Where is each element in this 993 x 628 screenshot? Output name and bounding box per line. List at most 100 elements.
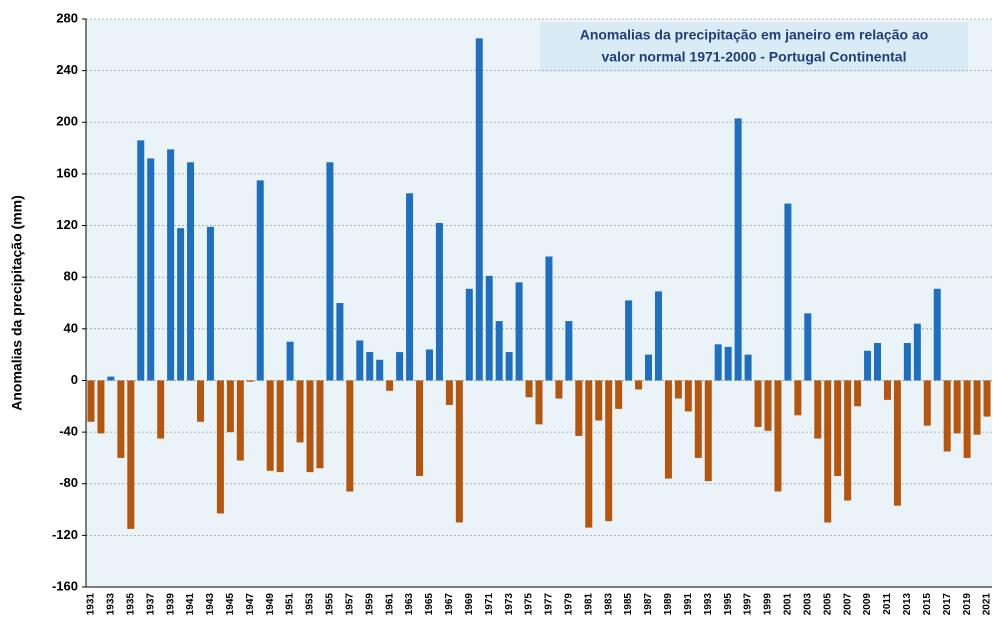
x-tick-label: 1987 (643, 593, 654, 616)
x-tick-label: 1933 (106, 593, 117, 616)
bar (117, 380, 125, 458)
bar (724, 346, 732, 381)
x-tick-label: 1943 (205, 593, 216, 616)
y-tick-label: 200 (56, 114, 78, 129)
bar (286, 341, 294, 381)
bar (366, 352, 374, 381)
x-tick-label: 1957 (344, 593, 355, 616)
bar (177, 228, 185, 381)
x-tick-label: 2009 (862, 593, 873, 616)
x-tick-label: 2007 (842, 593, 853, 616)
x-tick-label: 1953 (305, 593, 316, 616)
bar (824, 380, 832, 523)
bar (157, 380, 165, 439)
bar (864, 350, 872, 381)
bar (684, 380, 692, 412)
bar (266, 380, 274, 471)
bar (704, 380, 712, 482)
bar (406, 193, 414, 381)
bar (575, 380, 583, 436)
y-tick-label: 80 (64, 269, 78, 284)
bar (595, 380, 603, 421)
x-tick-label: 1963 (404, 593, 415, 616)
x-tick-label: 1979 (564, 593, 575, 616)
y-tick-label: -80 (59, 475, 78, 490)
bar (654, 291, 662, 381)
x-tick-label: 1973 (504, 593, 515, 616)
x-tick-label: 1997 (743, 593, 754, 616)
bar (276, 380, 284, 473)
bar (326, 162, 334, 381)
bar (933, 288, 941, 381)
x-tick-label: 1941 (185, 593, 196, 616)
bar (495, 321, 503, 381)
bar (336, 303, 344, 381)
bar (664, 380, 672, 479)
bar (127, 380, 135, 529)
x-tick-label: 1993 (703, 593, 714, 616)
bar (903, 343, 911, 381)
bar (206, 226, 214, 381)
bar (913, 323, 921, 381)
x-tick-label: 1931 (86, 593, 97, 616)
bar (645, 354, 653, 381)
bar (246, 380, 254, 382)
bar (396, 352, 404, 381)
y-tick-label: 280 (56, 10, 78, 25)
y-tick-label: -40 (59, 424, 78, 439)
x-tick-label: 2003 (802, 593, 813, 616)
bar (435, 222, 443, 381)
bar (505, 352, 513, 381)
bar (874, 343, 882, 381)
bar (565, 321, 573, 381)
bar (754, 380, 762, 427)
bar (187, 162, 195, 381)
bar (555, 380, 563, 399)
x-tick-label: 1949 (265, 593, 276, 616)
x-tick-label: 2005 (822, 593, 833, 616)
x-tick-label: 2013 (902, 593, 913, 616)
bar (545, 256, 553, 381)
bar (416, 380, 424, 476)
bar (97, 380, 105, 434)
x-tick-label: 2015 (922, 593, 933, 616)
bar (316, 380, 324, 469)
bar (525, 380, 533, 398)
x-tick-label: 1967 (444, 593, 455, 616)
y-tick-label: 120 (56, 217, 78, 232)
bar (376, 359, 384, 381)
bar (893, 380, 901, 506)
y-tick-label: 0 (71, 372, 78, 387)
x-tick-label: 1995 (723, 593, 734, 616)
bar (485, 275, 493, 381)
bar (834, 380, 842, 476)
bar (107, 376, 115, 381)
x-tick-label: 1959 (364, 593, 375, 616)
bar (306, 380, 314, 473)
bar (764, 380, 772, 431)
chart-title: valor normal 1971-2000 - Portugal Contin… (602, 49, 907, 65)
x-tick-label: 1937 (145, 593, 156, 616)
bar (734, 118, 742, 381)
bar (167, 149, 175, 381)
bar (535, 380, 543, 425)
bar (953, 380, 961, 434)
bar (943, 380, 951, 452)
y-tick-label: 160 (56, 165, 78, 180)
x-tick-label: 1935 (125, 593, 136, 616)
bar (87, 380, 95, 422)
x-tick-label: 1965 (424, 593, 435, 616)
x-tick-label: 1939 (165, 593, 176, 616)
bar (515, 282, 523, 381)
bar (983, 380, 991, 417)
bar (794, 380, 802, 416)
x-tick-label: 2001 (783, 593, 794, 616)
bar (854, 380, 862, 407)
bar (346, 380, 354, 492)
y-axis-label: Anomalias da precipitação (mm) (9, 195, 25, 411)
bar (216, 380, 224, 514)
bar (744, 354, 752, 381)
bar (256, 180, 264, 381)
x-tick-label: 1981 (583, 593, 594, 616)
bar (674, 380, 682, 399)
